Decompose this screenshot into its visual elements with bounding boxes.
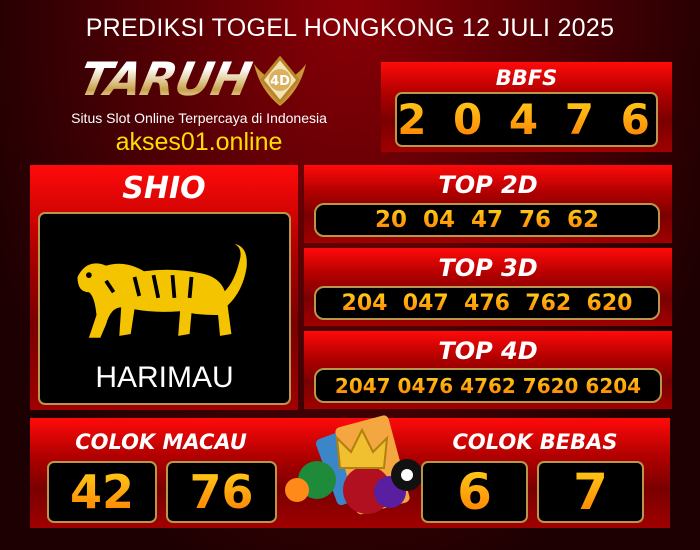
bbfs-display: 2 0 4 7 6	[395, 92, 658, 147]
top2d-value: 20 04 47 76 62	[374, 207, 600, 233]
top3d-display: 204 047 476 762 620	[314, 286, 660, 320]
top3d-value: 204 047 476 762 620	[341, 290, 633, 316]
top4d-label: TOP 4D	[438, 337, 538, 365]
shio-label: SHIO	[122, 171, 206, 206]
shio-display: HARIMAU	[38, 212, 291, 405]
page-title: PREDIKSI TOGEL HONGKONG 12 JULI 2025	[85, 14, 615, 42]
colok-macau-value-2: 76	[189, 465, 254, 519]
colok-macau-value-1: 42	[69, 465, 134, 519]
4d-emblem-icon: 4D	[254, 55, 306, 106]
colok-bebas-value-2: 7	[573, 463, 608, 521]
top4d-panel: TOP 4D 2047 0476 4762 7620 6204	[304, 331, 672, 409]
bbfs-label: BBFS	[495, 66, 558, 90]
tiger-icon	[77, 243, 247, 338]
colok-panel: COLOK MACAU 42 76 COLOK BEBAS 6 7	[30, 415, 670, 528]
lottery-balls-crown-icon	[285, 415, 423, 515]
colok-bebas-label: COLOK BEBAS	[452, 430, 618, 454]
brand-logo: TARUH 4D	[74, 50, 320, 112]
top4d-value: 2047 0476 4762 7620 6204	[334, 373, 642, 398]
brand-url[interactable]: akses01.online	[115, 128, 283, 156]
top3d-panel: TOP 3D 204 047 476 762 620	[304, 248, 672, 326]
bbfs-value: 2 0 4 7 6	[397, 95, 656, 144]
shio-name: HARIMAU	[95, 361, 234, 394]
colok-bebas-value-1: 6	[457, 463, 492, 521]
svg-text:4D: 4D	[270, 74, 290, 89]
bbfs-panel: BBFS 2 0 4 7 6	[381, 62, 672, 152]
top2d-label: TOP 2D	[438, 171, 538, 199]
top2d-panel: TOP 2D 20 04 47 76 62	[304, 165, 672, 243]
colok-bebas-box-1: 6	[421, 461, 528, 523]
shio-panel: SHIO HARIMAU	[30, 165, 298, 410]
colok-macau-box-1: 42	[47, 461, 157, 523]
brand-tagline: Situs Slot Online Terpercaya di Indonesi…	[71, 110, 327, 126]
colok-macau-box-2: 76	[166, 461, 277, 523]
colok-bebas-box-2: 7	[537, 461, 644, 523]
colok-macau-label: COLOK MACAU	[75, 430, 247, 454]
top2d-display: 20 04 47 76 62	[314, 203, 660, 237]
top4d-display: 2047 0476 4762 7620 6204	[314, 368, 662, 403]
top3d-label: TOP 3D	[438, 254, 538, 282]
